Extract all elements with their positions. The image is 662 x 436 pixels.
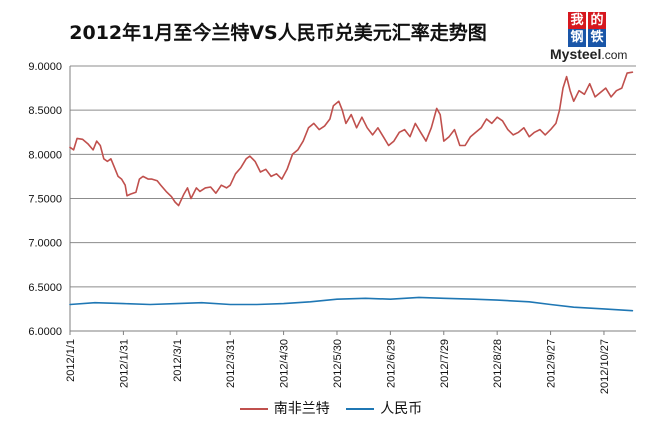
series-line-zar bbox=[69, 71, 634, 207]
x-tick-label: 2012/6/29 bbox=[385, 339, 397, 388]
y-tick-label: 8.0000 bbox=[28, 149, 62, 161]
legend-swatch-zar bbox=[239, 408, 268, 410]
y-tick-label: 8.5000 bbox=[28, 105, 62, 117]
x-tick-label: 2012/1/1 bbox=[65, 339, 77, 382]
y-tick-label: 7.5000 bbox=[28, 194, 62, 206]
logo-char-box: 我 bbox=[568, 12, 586, 30]
mysteel-logo: 我 的 钢 铁 Mysteel.com bbox=[548, 12, 653, 64]
x-tick-label: 2012/8/28 bbox=[492, 339, 504, 388]
y-tick-label: 6.0000 bbox=[28, 326, 62, 338]
x-tick-label: 2012/3/31 bbox=[225, 339, 237, 388]
x-tick-label: 2012/7/29 bbox=[439, 339, 451, 388]
legend-label-cny: 人民币 bbox=[380, 401, 423, 417]
logo-char-box: 的 bbox=[588, 12, 606, 30]
chart-title: 2012年1月至今兰特VS人民币兑美元汇率走势图 bbox=[69, 22, 487, 44]
logo-char-box: 铁 bbox=[588, 29, 606, 47]
series-line-cny bbox=[69, 296, 634, 312]
legend-item-zar: 南非兰特 bbox=[239, 398, 330, 418]
x-tick-label: 2012/4/30 bbox=[279, 339, 291, 388]
legend-label-zar: 南非兰特 bbox=[273, 401, 330, 417]
x-tick-label: 2012/9/27 bbox=[546, 339, 558, 388]
legend: 南非兰特 人民币 bbox=[0, 398, 662, 418]
y-tick-label: 6.5000 bbox=[28, 282, 62, 294]
x-tick-label: 2012/3/1 bbox=[172, 339, 184, 382]
logo-char-box: 钢 bbox=[568, 29, 586, 47]
x-tick-label: 2012/5/30 bbox=[332, 339, 344, 388]
logo-text-suffix: .com bbox=[601, 48, 628, 62]
logo-text-main: Mysteel bbox=[550, 46, 602, 62]
legend-item-cny: 人民币 bbox=[346, 398, 422, 418]
y-tick-label: 7.0000 bbox=[28, 238, 62, 250]
y-tick-label: 9.0000 bbox=[28, 61, 62, 73]
logo-text: Mysteel.com bbox=[550, 46, 627, 62]
legend-swatch-cny bbox=[346, 408, 375, 410]
x-tick-label: 2012/1/31 bbox=[118, 339, 130, 388]
x-tick-label: 2012/10/27 bbox=[599, 339, 611, 394]
